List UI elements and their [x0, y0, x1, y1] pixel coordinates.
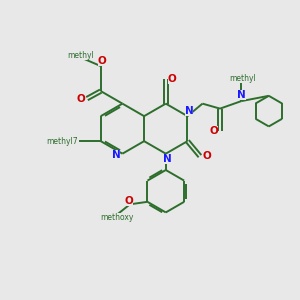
Text: O: O — [76, 94, 85, 103]
Text: methoxy: methoxy — [101, 213, 134, 222]
Text: O: O — [168, 74, 177, 84]
Text: O: O — [124, 196, 133, 206]
Text: methyl7: methyl7 — [46, 137, 78, 146]
Text: methyl: methyl — [67, 50, 94, 59]
Text: N: N — [163, 154, 172, 164]
Text: O: O — [202, 151, 211, 161]
Text: N: N — [184, 106, 193, 116]
Text: O: O — [209, 126, 218, 136]
Text: N: N — [237, 90, 246, 100]
Text: N: N — [112, 150, 120, 160]
Text: O: O — [98, 56, 106, 66]
Text: methyl: methyl — [230, 74, 256, 83]
